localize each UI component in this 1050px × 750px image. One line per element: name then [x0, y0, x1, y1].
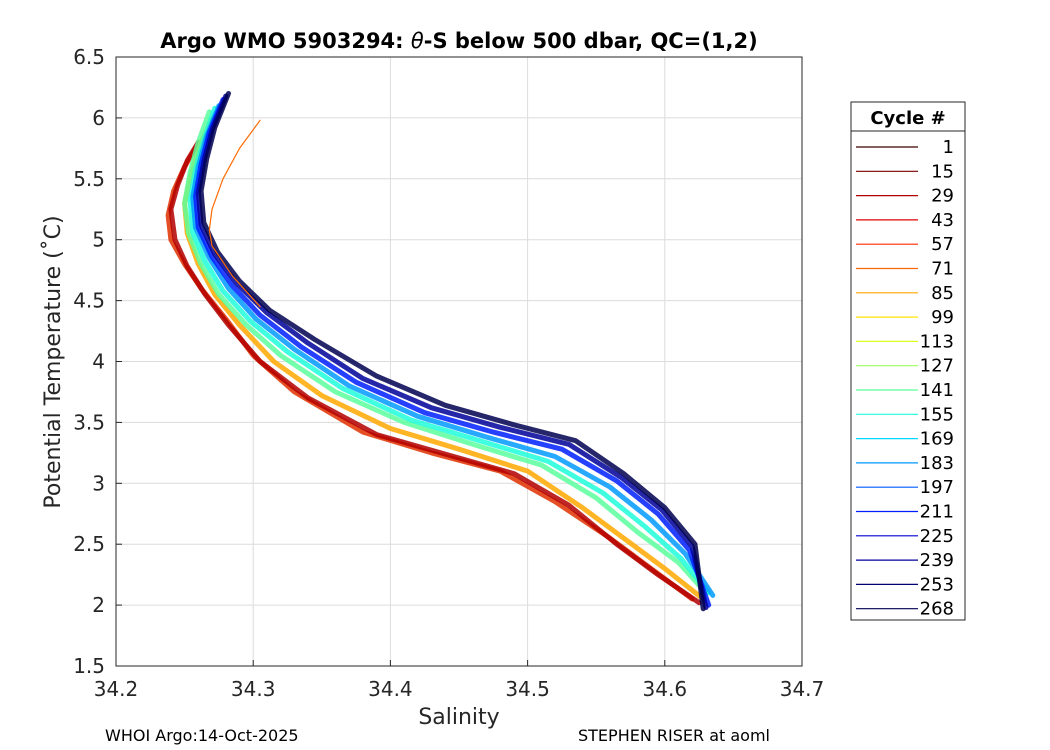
legend-label: 225	[920, 526, 954, 547]
y-tick-label: 4	[92, 350, 105, 374]
legend-label: 43	[931, 210, 954, 231]
x-tick-label: 34.2	[94, 677, 139, 701]
footer-right: STEPHEN RISER at aoml	[578, 726, 770, 745]
y-tick-label: 3	[92, 471, 105, 495]
x-tick-label: 34.4	[368, 677, 413, 701]
y-tick-label: 6	[92, 106, 105, 130]
legend-label: 85	[931, 283, 954, 304]
series-line-late-4	[198, 91, 706, 612]
x-axis-label: Salinity	[418, 705, 499, 730]
legend-label: 197	[920, 477, 954, 498]
series-group	[165, 91, 716, 612]
legend-label: 169	[920, 429, 954, 450]
y-axis-label: Potential Temperature (˚C)	[41, 215, 66, 508]
y-tick-label: 2.5	[73, 532, 105, 556]
x-tick-label: 34.6	[643, 677, 688, 701]
y-tick-label: 5	[92, 228, 105, 252]
series-line-mid-3	[187, 105, 712, 596]
title-theta: θ	[411, 29, 424, 53]
series-line-outlier	[208, 119, 261, 308]
legend-label: 268	[920, 599, 954, 620]
y-tick-label: 3.5	[73, 410, 105, 434]
footer-left: WHOI Argo:14-Oct-2025	[105, 726, 299, 745]
y-tick-label: 5.5	[73, 167, 105, 191]
legend-label: 127	[920, 356, 954, 377]
legend-label: 99	[931, 307, 954, 328]
x-tick-label: 34.7	[780, 677, 825, 701]
legend-label: 141	[920, 380, 954, 401]
title-suffix: -S below 500 dbar, QC=(1,2)	[424, 29, 758, 53]
legend-label: 211	[920, 502, 954, 523]
y-tick-labels: 1.5 2 2.5 3 3.5 4 4.5 5 5.5 6 6.5	[73, 45, 105, 678]
legend-entries: 1 15 29 43 57 71 85 99 113 127 141 155 169 183 197 211 2…	[856, 137, 954, 620]
legend-title: Cycle #	[870, 108, 945, 129]
series-line-mid-1	[182, 115, 706, 602]
x-tick-labels: 34.2 34.3 34.4 34.5 34.6 34.7	[94, 677, 825, 701]
legend-label: 71	[931, 259, 954, 280]
legend-label: 155	[920, 404, 954, 425]
legend-label: 183	[920, 453, 954, 474]
y-tick-label: 1.5	[73, 654, 105, 678]
y-tick-label: 2	[92, 593, 105, 617]
legend-label: 15	[931, 161, 954, 182]
title-prefix: Argo WMO 5903294:	[160, 29, 411, 53]
y-tick-label: 4.5	[73, 289, 105, 313]
legend-label: 239	[920, 550, 954, 571]
y-tick-label: 6.5	[73, 45, 105, 69]
chart-title: Argo WMO 5903294: θ-S below 500 dbar, QC…	[160, 29, 757, 53]
legend-label: 113	[920, 331, 954, 352]
legend-label: 29	[931, 186, 954, 207]
series-line-early-2	[168, 139, 702, 606]
series-line-mid-2	[182, 109, 709, 596]
legend-label: 253	[920, 574, 954, 595]
legend-label: 1	[943, 137, 954, 158]
legend-label: 57	[931, 234, 954, 255]
legend-box	[850, 101, 966, 621]
x-tick-label: 34.3	[231, 677, 276, 701]
x-tick-label: 34.5	[505, 677, 550, 701]
plot-frame	[115, 56, 803, 667]
